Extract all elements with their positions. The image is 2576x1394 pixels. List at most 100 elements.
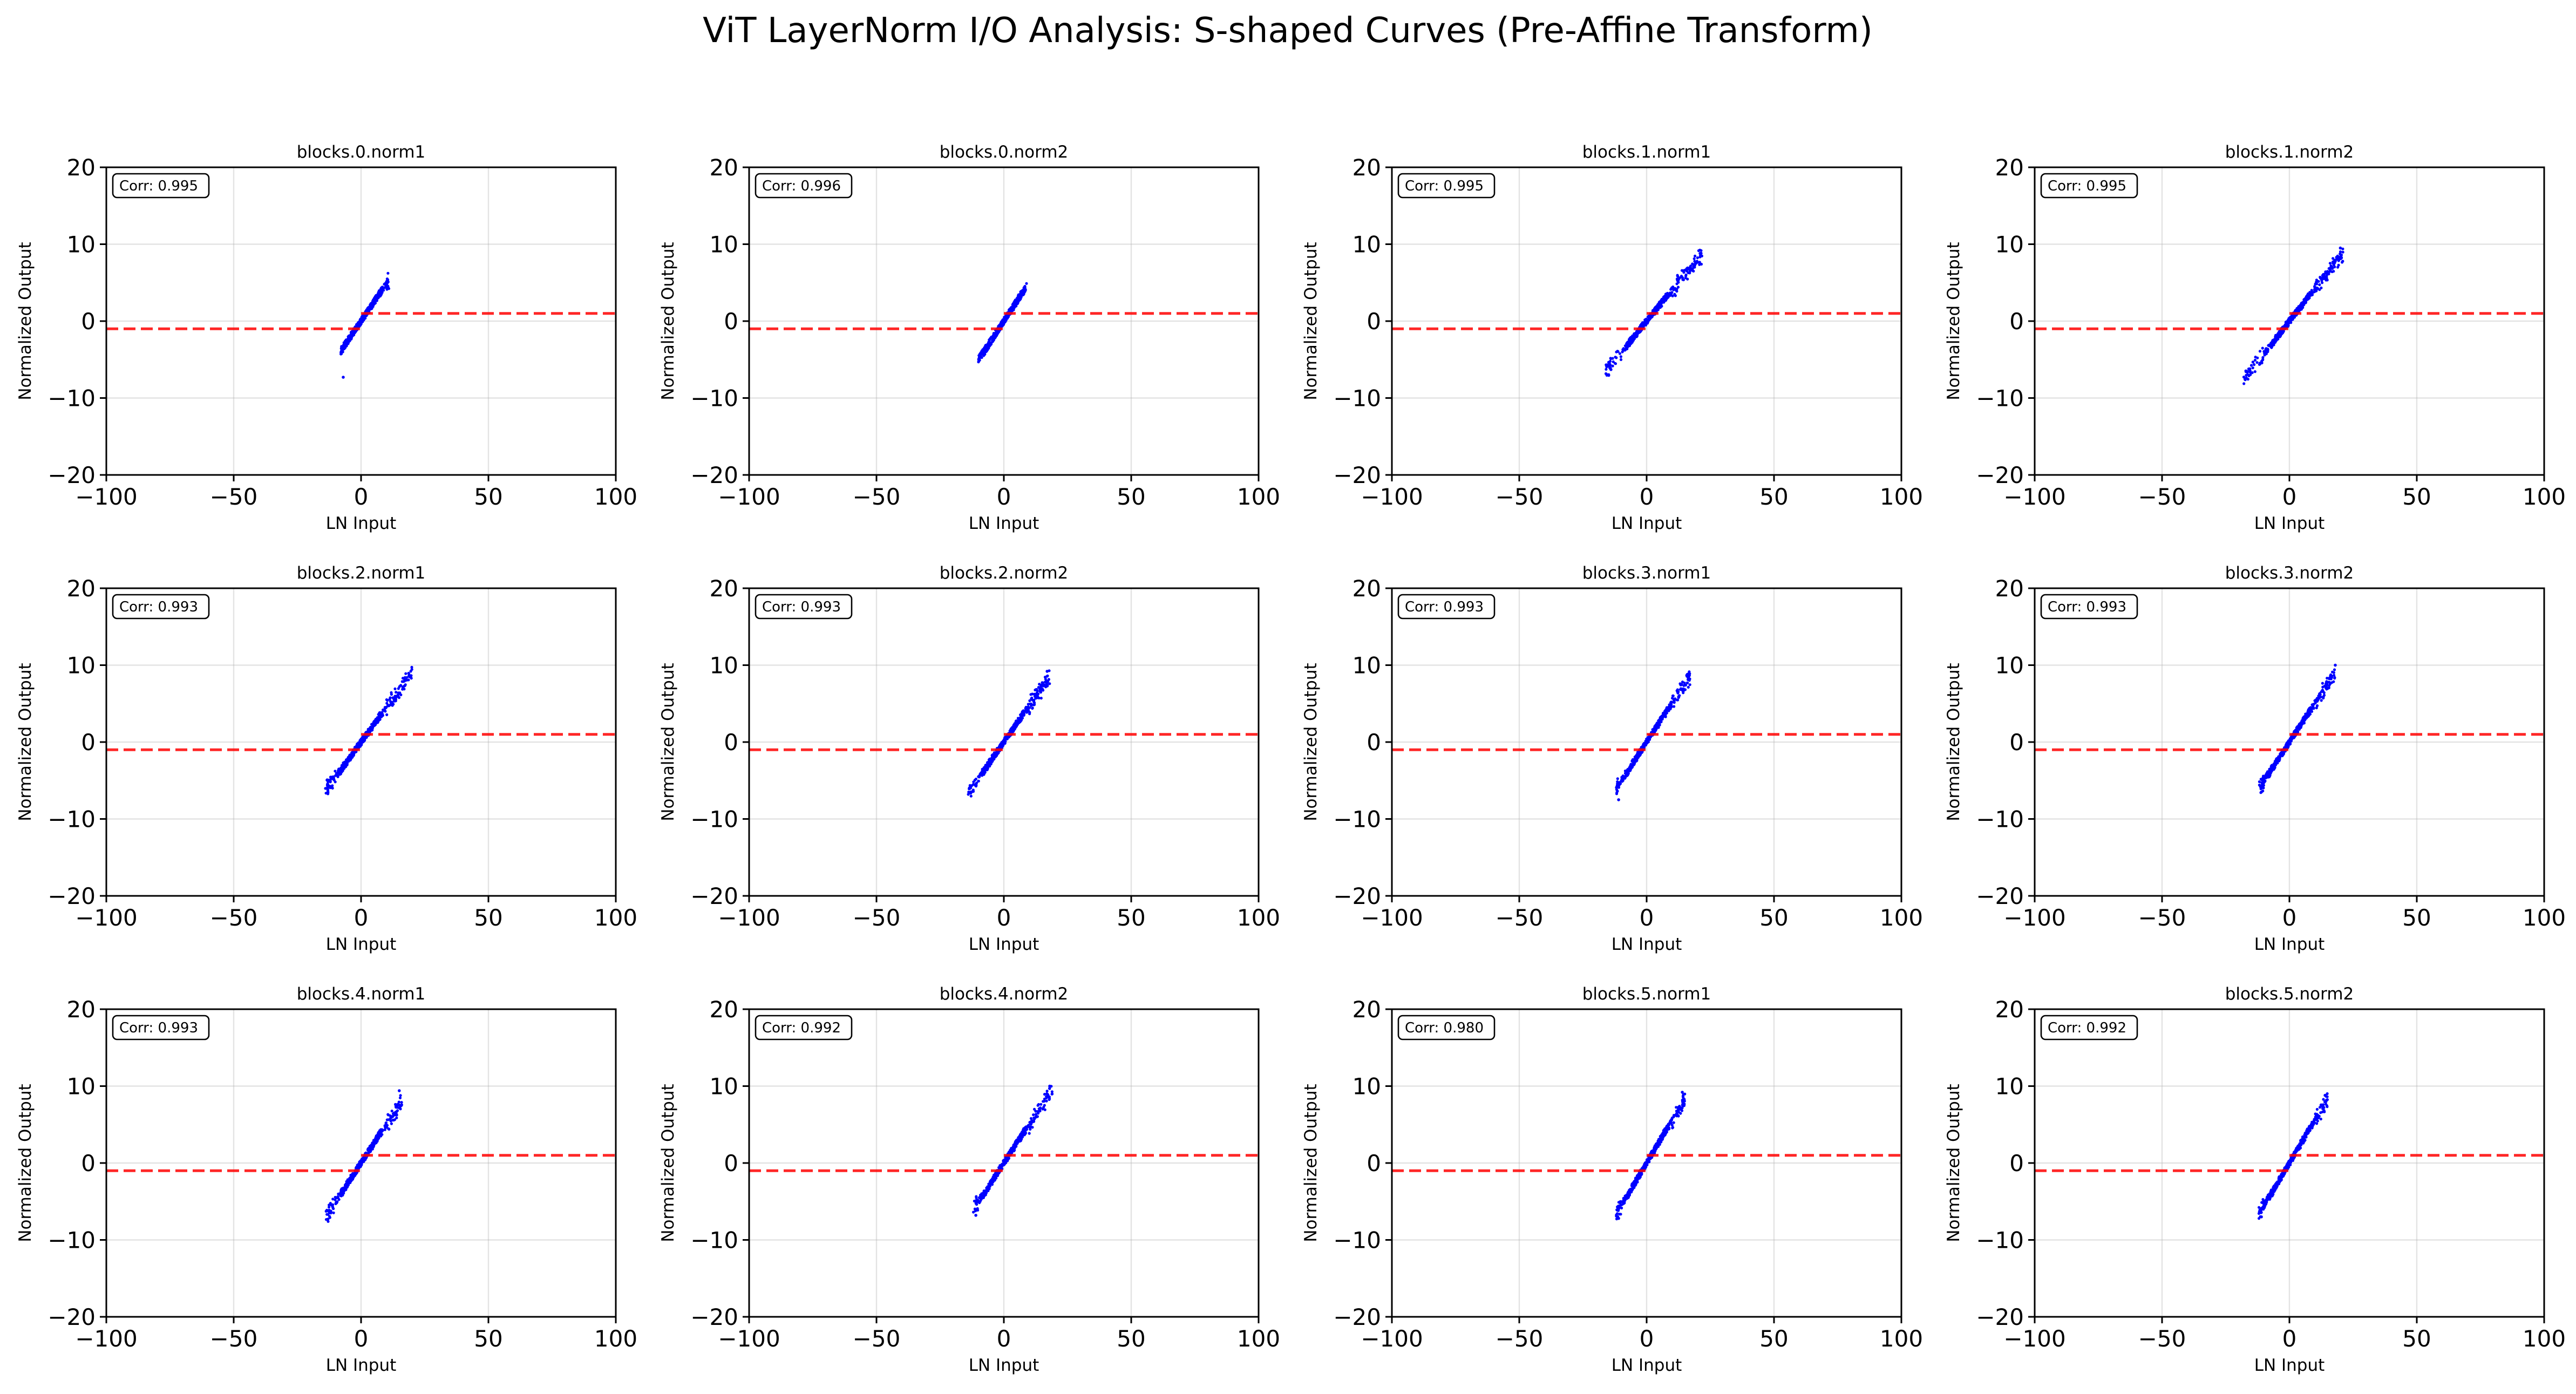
data-point xyxy=(985,343,989,346)
data-point xyxy=(2268,774,2272,778)
data-point xyxy=(1643,742,1646,745)
data-point xyxy=(386,1113,390,1116)
data-point xyxy=(2289,737,2293,741)
data-point xyxy=(1034,1113,1038,1116)
correlation-text: Corr: 0.993 xyxy=(2048,599,2126,615)
data-point xyxy=(2255,361,2259,364)
data-point xyxy=(1037,1110,1040,1113)
data-point xyxy=(2245,373,2248,377)
data-point xyxy=(1631,339,1634,343)
x-tick-label: 0 xyxy=(354,484,369,510)
data-point xyxy=(2293,315,2296,318)
data-point xyxy=(2320,286,2323,290)
x-axis-label: LN Input xyxy=(969,514,1039,533)
data-point xyxy=(2306,296,2309,300)
data-point xyxy=(1694,254,1697,257)
data-point xyxy=(1643,745,1646,749)
data-point xyxy=(386,271,390,275)
data-point xyxy=(1017,718,1021,722)
data-point xyxy=(379,288,382,291)
data-point xyxy=(2328,677,2331,681)
data-point xyxy=(353,1172,357,1175)
data-point xyxy=(1001,322,1004,325)
correlation-annotation: Corr: 0.993 xyxy=(1397,594,1496,620)
data-point xyxy=(1019,290,1023,293)
data-point xyxy=(401,677,405,680)
data-point xyxy=(1037,686,1040,689)
data-point xyxy=(2259,785,2262,788)
x-tick-label: −50 xyxy=(210,484,258,510)
x-tick-label: 100 xyxy=(1237,905,1280,931)
x-tick-label: −100 xyxy=(1361,484,1423,510)
data-point xyxy=(1609,368,1613,371)
data-point xyxy=(327,1213,330,1216)
data-point xyxy=(373,719,377,723)
y-tick-label: 10 xyxy=(1995,652,2024,679)
correlation-annotation: Corr: 0.993 xyxy=(2040,594,2138,620)
data-point xyxy=(341,350,344,353)
data-point xyxy=(1676,285,1680,289)
x-tick-label: −100 xyxy=(75,484,137,510)
data-point xyxy=(2273,762,2276,765)
y-tick-label: −20 xyxy=(1976,462,2024,488)
data-point xyxy=(978,773,982,776)
data-point xyxy=(2268,769,2272,772)
data-point xyxy=(975,1196,978,1200)
subplot: blocks.0.norm1−100 −50 0 50 100−20−1001020LN… xyxy=(16,142,637,533)
data-point xyxy=(2298,725,2301,729)
data-point xyxy=(326,786,329,790)
data-point xyxy=(1635,756,1638,759)
data-point xyxy=(376,1133,379,1137)
data-point xyxy=(403,676,407,679)
data-point xyxy=(1028,1132,1031,1135)
data-point xyxy=(336,771,339,774)
data-point xyxy=(1671,697,1674,700)
data-point xyxy=(407,678,410,682)
y-tick-label: 10 xyxy=(1995,232,2024,258)
data-point xyxy=(991,339,995,343)
data-point xyxy=(326,1218,330,1221)
data-point xyxy=(1022,289,1025,292)
y-tick-label: 10 xyxy=(710,652,738,679)
data-point xyxy=(2329,267,2332,270)
data-point xyxy=(2315,278,2318,282)
data-point xyxy=(1676,688,1679,691)
data-point xyxy=(358,1165,362,1168)
data-point xyxy=(362,315,365,318)
y-tick-label: −20 xyxy=(47,1304,96,1330)
x-tick-label: −50 xyxy=(210,1325,258,1352)
data-point xyxy=(339,352,343,356)
data-point xyxy=(2264,776,2267,779)
y-tick-label: 20 xyxy=(67,154,96,181)
data-point xyxy=(2269,343,2273,346)
data-point xyxy=(1034,697,1037,700)
correlation-text: Corr: 0.995 xyxy=(2048,178,2126,194)
data-point xyxy=(1687,271,1690,274)
x-tick-label: −50 xyxy=(210,905,258,931)
data-point xyxy=(986,1185,989,1188)
y-tick-label: 0 xyxy=(2009,729,2024,756)
reference-line xyxy=(749,312,1259,330)
data-point xyxy=(982,1195,985,1199)
data-point xyxy=(1615,786,1618,790)
data-point xyxy=(1605,368,1608,371)
data-point xyxy=(1656,303,1660,306)
data-point xyxy=(2303,716,2306,719)
data-point xyxy=(1017,297,1021,300)
data-point xyxy=(2339,257,2342,260)
x-tick-label: 100 xyxy=(1237,484,1280,510)
data-point xyxy=(1682,271,1685,274)
data-point xyxy=(2321,274,2324,277)
data-point xyxy=(2320,699,2323,702)
data-point xyxy=(2315,286,2319,290)
data-point xyxy=(342,376,345,379)
data-point xyxy=(392,1112,395,1116)
data-point xyxy=(2327,686,2330,690)
data-point xyxy=(1671,287,1674,290)
data-point xyxy=(1680,275,1683,279)
data-point xyxy=(2247,374,2251,378)
data-point xyxy=(2337,263,2340,267)
data-point xyxy=(334,780,337,784)
data-point xyxy=(388,698,391,701)
